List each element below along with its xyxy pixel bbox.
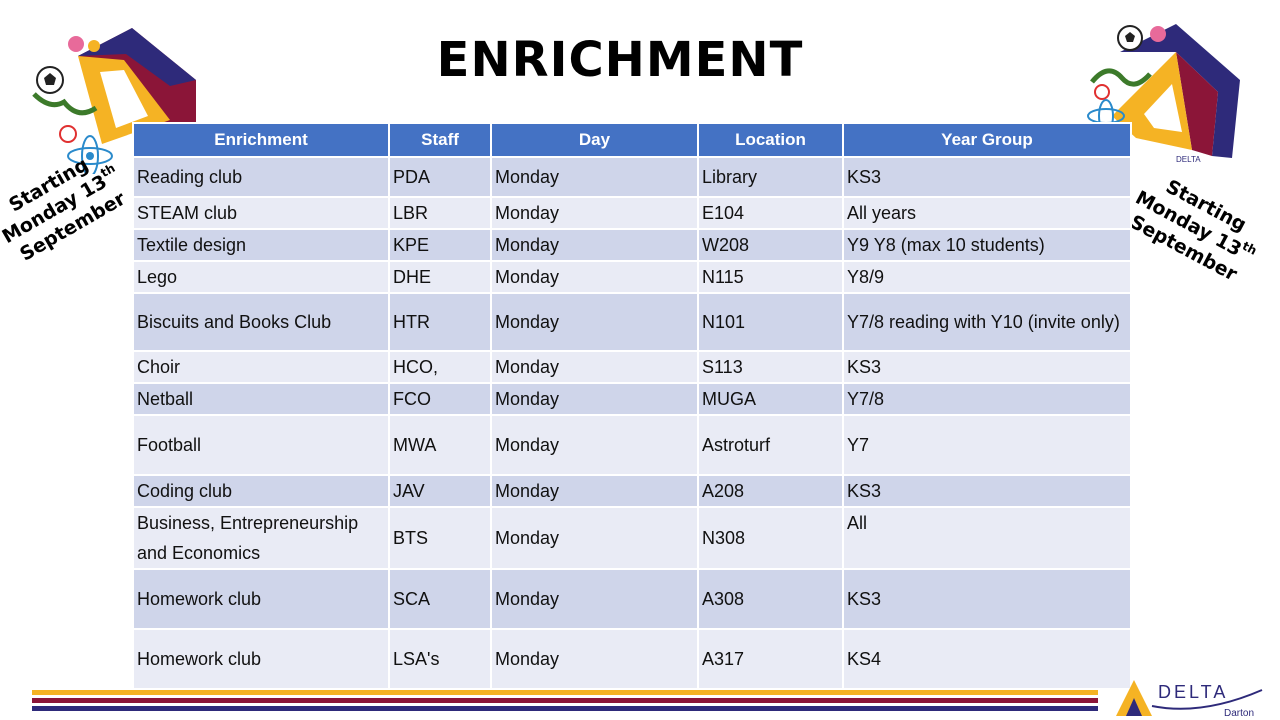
location-cell: A208: [697, 474, 844, 508]
year-group-cell: All: [842, 506, 1132, 570]
activity-cell: Homework club: [132, 568, 390, 630]
activity-cell: Football: [132, 414, 390, 476]
year-group-cell: Y7: [842, 414, 1132, 476]
year-group-cell: KS3: [842, 156, 1132, 198]
staff-cell: BTS: [388, 506, 492, 570]
location-cell: A317: [697, 628, 844, 690]
start-date-note: Starting Monday 13th September: [1126, 175, 1260, 286]
day-cell: Monday: [490, 568, 699, 630]
day-cell: Monday: [490, 196, 699, 230]
table-row: Homework club SCA Monday A308 KS3: [132, 568, 1132, 630]
day-cell: Monday: [490, 382, 699, 416]
activity-cell: Reading club: [132, 156, 390, 198]
activity-cell: Choir: [132, 350, 390, 384]
footer-stripes: [32, 690, 1098, 714]
table-row: Textile design KPE Monday W208 Y9 Y8 (ma…: [132, 228, 1132, 262]
staff-cell: LBR: [388, 196, 492, 230]
day-cell: Monday: [490, 260, 699, 294]
activity-cell: Netball: [132, 382, 390, 416]
table-header-row: Enrichment Staff Day Location Year Group: [132, 122, 1132, 158]
activity-cell: STEAM club: [132, 196, 390, 230]
table-row: Netball FCO Monday MUGA Y7/8: [132, 382, 1132, 416]
location-cell: E104: [697, 196, 844, 230]
svg-text:DELTA: DELTA: [1176, 155, 1201, 164]
day-cell: Monday: [490, 292, 699, 352]
delta-logo: DELTA Darton: [1116, 680, 1263, 719]
year-group-cell: Y8/9: [842, 260, 1132, 294]
year-group-cell: Y9 Y8 (max 10 students): [842, 228, 1132, 262]
staff-cell: HTR: [388, 292, 492, 352]
column-header-year-group: Year Group: [842, 122, 1132, 158]
table-row: Choir HCO, Monday S113 KS3: [132, 350, 1132, 384]
day-cell: Monday: [490, 414, 699, 476]
staff-cell: KPE: [388, 228, 492, 262]
year-group-cell: KS4: [842, 628, 1132, 690]
enrichment-table: Enrichment Staff Day Location Year Group…: [132, 122, 1132, 690]
staff-cell: DHE: [388, 260, 492, 294]
year-group-cell: KS3: [842, 350, 1132, 384]
column-header-enrichment: Enrichment: [132, 122, 390, 158]
staff-cell: MWA: [388, 414, 492, 476]
column-header-staff: Staff: [388, 122, 492, 158]
staff-cell: PDA: [388, 156, 492, 198]
staff-cell: LSA's: [388, 628, 492, 690]
location-cell: N115: [697, 260, 844, 294]
table-row: Biscuits and Books Club HTR Monday N101 …: [132, 292, 1132, 352]
table-row: Homework club LSA's Monday A317 KS4: [132, 628, 1132, 690]
table-row: Coding club JAV Monday A208 KS3: [132, 474, 1132, 508]
day-cell: Monday: [490, 228, 699, 262]
activity-cell: Biscuits and Books Club: [132, 292, 390, 352]
year-group-cell: All years: [842, 196, 1132, 230]
staff-cell: FCO: [388, 382, 492, 416]
location-cell: Astroturf: [697, 414, 844, 476]
day-cell: Monday: [490, 156, 699, 198]
day-cell: Monday: [490, 506, 699, 570]
staff-cell: JAV: [388, 474, 492, 508]
table-row: Football MWA Monday Astroturf Y7: [132, 414, 1132, 476]
enrichment-collage-icon: DELTA: [1087, 24, 1240, 164]
day-cell: Monday: [490, 350, 699, 384]
activity-cell: Textile design: [132, 228, 390, 262]
column-header-location: Location: [697, 122, 844, 158]
location-cell: N308: [697, 506, 844, 570]
location-cell: N101: [697, 292, 844, 352]
activity-cell: Homework club: [132, 628, 390, 690]
enrichment-collage-icon: [32, 28, 196, 174]
table-row: Lego DHE Monday N115 Y8/9: [132, 260, 1132, 294]
activity-cell: Business, Entrepreneurship and Economics: [132, 506, 390, 570]
staff-cell: HCO,: [388, 350, 492, 384]
location-cell: W208: [697, 228, 844, 262]
year-group-cell: KS3: [842, 568, 1132, 630]
navy-stripe: [32, 706, 1098, 711]
logo-subtext: Darton: [1224, 708, 1254, 719]
year-group-cell: Y7/8: [842, 382, 1132, 416]
gold-stripe: [32, 690, 1098, 695]
logo-text: DELTA: [1158, 682, 1228, 702]
page-title: ENRICHMENT: [436, 32, 804, 88]
day-cell: Monday: [490, 628, 699, 690]
activity-cell: Lego: [132, 260, 390, 294]
location-cell: Library: [697, 156, 844, 198]
location-cell: A308: [697, 568, 844, 630]
table-row: Business, Entrepreneurship and Economics…: [132, 506, 1132, 570]
year-group-cell: Y7/8 reading with Y10 (invite only): [842, 292, 1132, 352]
staff-cell: SCA: [388, 568, 492, 630]
table-row: STEAM club LBR Monday E104 All years: [132, 196, 1132, 230]
maroon-stripe: [32, 698, 1098, 703]
year-group-cell: KS3: [842, 474, 1132, 508]
day-cell: Monday: [490, 474, 699, 508]
table-row: Reading club PDA Monday Library KS3: [132, 156, 1132, 198]
location-cell: MUGA: [697, 382, 844, 416]
location-cell: S113: [697, 350, 844, 384]
column-header-day: Day: [490, 122, 699, 158]
activity-cell: Coding club: [132, 474, 390, 508]
